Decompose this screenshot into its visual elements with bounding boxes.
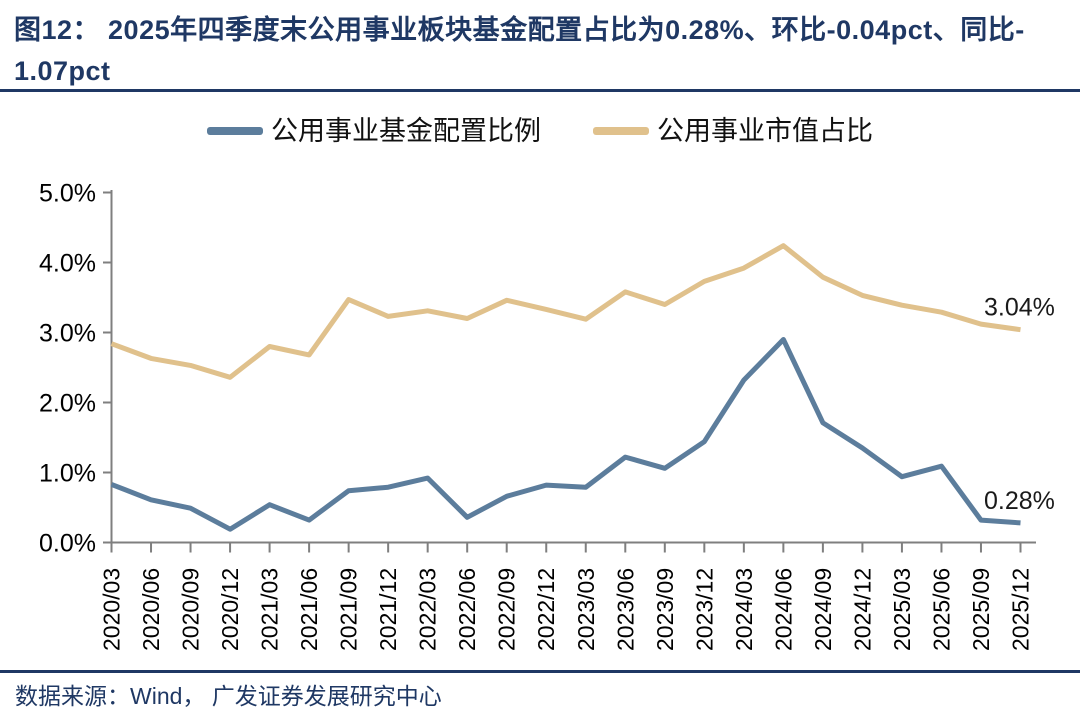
legend-swatch-fund-allocation — [207, 127, 263, 135]
series-end-label: 0.28% — [984, 487, 1055, 515]
data-source: 数据来源：Wind， 广发证券发展研究中心 — [15, 683, 442, 709]
legend-label-marketcap: 公用事业市值占比 — [657, 116, 873, 146]
x-tick-label: 2023/06 — [612, 568, 638, 651]
x-tick-label: 2025/06 — [929, 568, 955, 651]
y-tick-label: 4.0% — [39, 250, 96, 278]
legend-item-fund-allocation: 公用事业基金配置比例 — [207, 114, 541, 148]
series-end-label: 3.04% — [984, 294, 1055, 322]
x-tick-label: 2020/09 — [178, 568, 204, 651]
x-tick-label: 2022/03 — [415, 568, 441, 651]
x-tick-label: 2020/12 — [217, 568, 243, 651]
x-tick-label: 2021/06 — [296, 568, 322, 651]
x-tick-label: 2020/06 — [138, 568, 164, 651]
x-tick-label: 2023/12 — [691, 568, 717, 651]
legend-label-fund-allocation: 公用事业基金配置比例 — [271, 116, 541, 146]
y-tick-label: 5.0% — [39, 180, 96, 208]
x-tick-label: 2024/06 — [770, 568, 796, 651]
x-tick-label: 2024/03 — [731, 568, 757, 651]
chart-legend: 公用事业基金配置比例 公用事业市值占比 — [0, 114, 1080, 148]
figure-title-line2: 1.07pct — [14, 56, 111, 86]
y-tick-label: 3.0% — [39, 320, 96, 348]
x-tick-label: 2024/12 — [849, 568, 875, 651]
x-tick-label: 2022/09 — [494, 568, 520, 651]
y-tick-label: 1.0% — [39, 460, 96, 488]
legend-swatch-marketcap — [593, 127, 649, 135]
title-divider — [0, 89, 1080, 92]
y-tick-label: 2.0% — [39, 390, 96, 418]
x-tick-label: 2025/03 — [889, 568, 915, 651]
x-tick-label: 2021/03 — [257, 568, 283, 651]
x-tick-label: 2023/03 — [573, 568, 599, 651]
x-tick-label: 2025/12 — [1008, 568, 1034, 651]
x-tick-label: 2021/09 — [336, 568, 362, 651]
x-tick-label: 2022/12 — [533, 568, 559, 651]
figure-title: 图12： 2025年四季度末公用事业板块基金配置占比为0.28%、环比-0.04… — [14, 10, 1066, 92]
y-tick-label: 0.0% — [39, 530, 96, 558]
x-tick-label: 2021/12 — [375, 568, 401, 651]
x-tick-label: 2025/09 — [968, 568, 994, 651]
x-tick-label: 2023/09 — [652, 568, 678, 651]
figure-title-line1: 图12： 2025年四季度末公用事业板块基金配置占比为0.28%、环比-0.04… — [14, 15, 1025, 45]
x-tick-label: 2020/03 — [99, 568, 125, 651]
legend-item-marketcap: 公用事业市值占比 — [593, 114, 873, 148]
series-line-marketcap — [110, 243, 1021, 380]
x-tick-label: 2024/09 — [810, 568, 836, 651]
footer-divider — [0, 670, 1080, 673]
series-line-fund-allocation — [110, 337, 1021, 532]
x-tick-label: 2022/06 — [454, 568, 480, 651]
